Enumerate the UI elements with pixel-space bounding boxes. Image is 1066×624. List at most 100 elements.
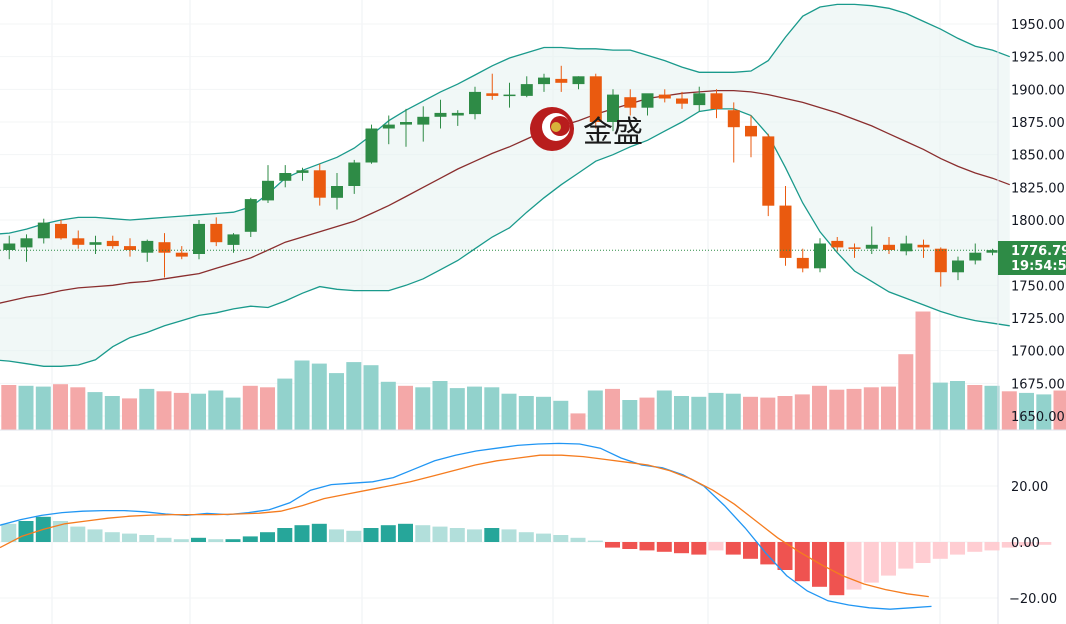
candle-body bbox=[365, 128, 378, 163]
macd-histogram-bar bbox=[570, 537, 586, 542]
candlestick bbox=[313, 163, 326, 206]
candle-body bbox=[969, 252, 982, 261]
volume-bar bbox=[915, 311, 931, 430]
volume-bar bbox=[674, 396, 689, 430]
volume-bar bbox=[846, 388, 862, 430]
macd-histogram-bar bbox=[484, 528, 500, 542]
macd-histogram-bar bbox=[794, 542, 810, 582]
candlestick bbox=[365, 124, 378, 164]
macd-histogram-bar bbox=[398, 523, 413, 542]
candlestick bbox=[296, 167, 309, 181]
candle-body bbox=[624, 97, 637, 108]
candlestick bbox=[89, 235, 102, 254]
candle-body bbox=[883, 244, 895, 250]
candle-body bbox=[952, 260, 964, 273]
candle-body bbox=[831, 240, 844, 248]
volume-bar bbox=[881, 386, 896, 431]
candle-body bbox=[917, 244, 930, 248]
macd-histogram-bar bbox=[1, 523, 17, 542]
volume-bar bbox=[1053, 390, 1066, 430]
macd-histogram-bar bbox=[18, 521, 34, 542]
macd-histogram-bar bbox=[915, 542, 931, 563]
candle-body bbox=[745, 125, 757, 137]
candle-body bbox=[331, 186, 343, 198]
candlestick bbox=[3, 235, 16, 260]
macd-histogram-bar bbox=[812, 542, 827, 587]
candle-body bbox=[555, 78, 568, 83]
candle-body bbox=[348, 162, 361, 186]
price-tick-label: 1750.00 bbox=[1011, 279, 1065, 294]
candlestick bbox=[589, 73, 602, 129]
volume-bar bbox=[587, 390, 603, 430]
macd-histogram-bar bbox=[415, 525, 431, 542]
macd-tick-label: 0.00 bbox=[1011, 536, 1040, 551]
candlestick bbox=[900, 235, 913, 256]
volume-bar bbox=[449, 388, 465, 430]
macd-histogram bbox=[1, 516, 1052, 596]
macd-histogram-bar bbox=[725, 542, 741, 555]
macd-histogram-bar bbox=[329, 529, 344, 542]
macd-histogram-bar bbox=[587, 540, 603, 542]
macd-histogram-bar bbox=[173, 539, 189, 542]
volume-bar bbox=[898, 354, 914, 430]
volume-bar bbox=[553, 400, 569, 430]
volume-bar bbox=[725, 393, 741, 430]
candlestick bbox=[641, 93, 654, 116]
price-tick-label: 1950.00 bbox=[1011, 18, 1065, 33]
volume-bar bbox=[518, 396, 534, 430]
macd-histogram-bar bbox=[863, 542, 879, 583]
candlestick bbox=[762, 133, 775, 217]
candle-body bbox=[175, 252, 188, 257]
candlestick bbox=[676, 91, 688, 109]
candlestick bbox=[434, 99, 447, 129]
candle-body bbox=[486, 93, 499, 96]
price-tick-label: 1925.00 bbox=[1011, 51, 1065, 66]
candlestick bbox=[934, 247, 947, 287]
volume-bar bbox=[812, 385, 827, 430]
candlestick bbox=[831, 237, 844, 252]
candle-body bbox=[693, 93, 706, 106]
candlestick bbox=[331, 173, 343, 210]
candle-body bbox=[72, 238, 85, 245]
candle-body bbox=[296, 170, 309, 173]
last-price-badge: 1776.79 19:54:5 bbox=[998, 241, 1066, 275]
candle-body bbox=[417, 116, 430, 125]
macd-histogram-bar bbox=[967, 542, 983, 552]
candlestick bbox=[486, 73, 499, 100]
macd-histogram-bar bbox=[346, 530, 362, 542]
candlestick bbox=[969, 243, 982, 265]
candle-body bbox=[814, 243, 826, 269]
candle-body bbox=[158, 242, 171, 253]
candlestick bbox=[72, 230, 85, 249]
price-tick-label: 1875.00 bbox=[1011, 116, 1065, 131]
candle-body bbox=[244, 199, 257, 232]
macd-histogram-bar bbox=[1019, 542, 1034, 547]
candle-body bbox=[55, 223, 67, 239]
macd-histogram-bar bbox=[432, 526, 448, 542]
volume-bar bbox=[70, 387, 86, 430]
macd-histogram-bar bbox=[242, 536, 258, 542]
candle-body bbox=[520, 84, 533, 96]
candle-body bbox=[641, 93, 654, 108]
volume-bar bbox=[536, 396, 551, 430]
volume-bar bbox=[467, 386, 482, 431]
macd-histogram-bar bbox=[70, 526, 86, 542]
macd-histogram-bar bbox=[605, 542, 620, 548]
volume-bar bbox=[277, 378, 293, 430]
candle-body bbox=[400, 122, 412, 125]
candle-body bbox=[124, 246, 136, 250]
volume-bar bbox=[639, 397, 655, 430]
candle-body bbox=[865, 244, 878, 249]
price-axis-ticks: 1950.00 1925.00 1900.00 1875.00 1850.00 1825.… bbox=[1011, 18, 1065, 425]
candle-body bbox=[710, 93, 723, 109]
volume-bar bbox=[1036, 394, 1052, 430]
candlestick bbox=[382, 115, 395, 145]
volume-bar bbox=[260, 387, 275, 430]
volume-bars bbox=[1, 311, 1066, 431]
macd-histogram-bar bbox=[191, 537, 206, 542]
volume-bar bbox=[122, 398, 137, 430]
volume-bar bbox=[622, 400, 638, 430]
macd-histogram-bar bbox=[156, 537, 172, 542]
macd-histogram-bar bbox=[898, 542, 914, 569]
